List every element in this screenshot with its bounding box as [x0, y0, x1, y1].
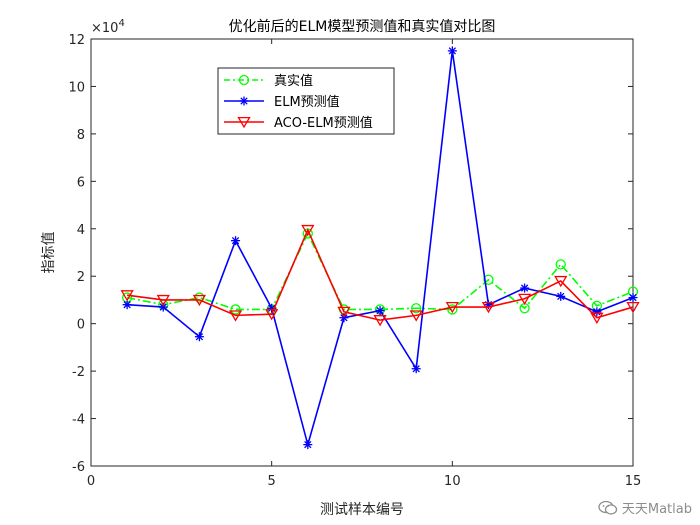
legend: 真实值 ELM预测值 ACO-ELM预测值: [217, 67, 395, 135]
data-point: [628, 293, 638, 303]
data-point: [517, 293, 532, 305]
watermark: 天天Matlab: [598, 498, 692, 517]
data-point: [301, 224, 315, 237]
y-tick-label: 8: [77, 128, 85, 143]
legend-marker: [238, 74, 250, 86]
x-axis: 0 5 10 15: [87, 39, 641, 489]
x-axis-title: 测试样本编号: [320, 502, 404, 518]
data-point: [556, 291, 566, 301]
y-tick-label: -2: [72, 365, 85, 380]
data-point: [590, 312, 604, 324]
exponent-power: 4: [118, 18, 124, 29]
data-point: [520, 283, 530, 293]
data-point: [230, 304, 241, 315]
data-point: [156, 294, 170, 307]
legend-entry: 真实值: [224, 73, 313, 89]
data-point: [122, 300, 132, 310]
series-line: [127, 227, 634, 321]
data-point: [228, 310, 243, 322]
data-point: [447, 304, 458, 315]
data-point: [481, 302, 496, 314]
x-tick-label: 15: [625, 474, 642, 489]
data-point: [265, 309, 279, 321]
chart-title: 优化前后的ELM模型预测值和真实值对比图: [229, 18, 496, 35]
y-tick-label: 0: [77, 318, 85, 333]
data-point: [445, 302, 459, 314]
data-point: [231, 236, 241, 246]
data-point: [303, 440, 313, 450]
data-point: [483, 274, 494, 285]
legend-marker: [239, 96, 249, 106]
legend-marker: [237, 116, 251, 129]
exponent-base: ×10: [91, 21, 118, 36]
y-tick-label: 12: [68, 33, 85, 48]
watermark-text: 天天Matlab: [621, 502, 692, 517]
legend-entry: ELM预测值: [224, 94, 340, 110]
y-axis-title: 指标值: [41, 232, 57, 274]
wechat-icon: [598, 500, 618, 515]
x-tick-label: 10: [444, 474, 461, 489]
data-point: [626, 302, 640, 314]
legend-entry: ACO-ELM预测值: [224, 115, 373, 131]
series-3: [120, 224, 640, 327]
data-point: [158, 302, 168, 312]
data-point: [555, 259, 566, 270]
y-axis-exponent: ×104: [91, 18, 125, 36]
legend-label: 真实值: [274, 73, 313, 89]
data-point: [120, 290, 134, 302]
data-point: [409, 310, 423, 322]
data-point: [194, 332, 204, 342]
y-tick-label: 6: [77, 175, 85, 190]
data-point: [411, 303, 422, 314]
x-tick-label: 5: [268, 474, 276, 489]
data-point: [375, 306, 385, 316]
y-tick-label: 10: [68, 80, 85, 95]
series-layer: [120, 46, 640, 450]
data-point: [554, 275, 568, 288]
y-axis: -6 -4 -2 0 2 4 6 8 10 12: [68, 33, 633, 475]
data-point: [447, 46, 457, 56]
y-tick-label: -6: [72, 460, 85, 475]
data-point: [411, 364, 421, 374]
y-tick-label: 2: [77, 270, 85, 285]
y-tick-label: 4: [77, 223, 85, 238]
data-point: [373, 315, 387, 327]
legend-label: ELM预测值: [274, 94, 340, 110]
legend-label: ACO-ELM预测值: [274, 115, 373, 131]
data-point: [337, 306, 351, 319]
y-tick-label: -4: [72, 413, 85, 428]
data-point: [192, 294, 207, 307]
x-tick-label: 0: [87, 474, 95, 489]
